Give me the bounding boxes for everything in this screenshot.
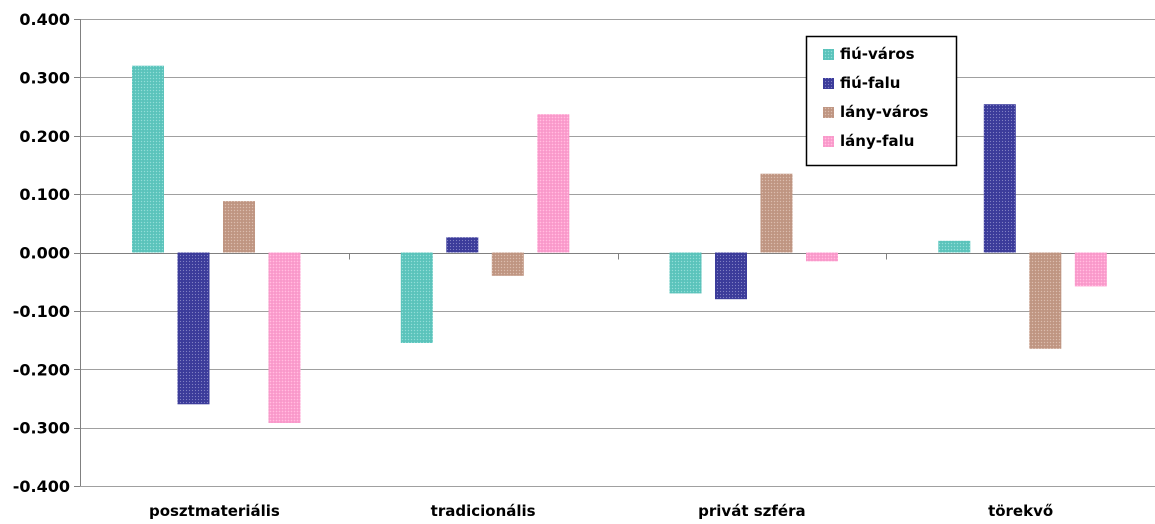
bar-3-1 bbox=[983, 104, 1016, 253]
y-tick-label: 0.100 bbox=[19, 185, 70, 204]
x-category-label: törekvő bbox=[988, 502, 1053, 520]
bar-3-3 bbox=[1074, 252, 1107, 287]
bar-2-3 bbox=[806, 252, 838, 262]
y-tick-label: 0.400 bbox=[19, 10, 70, 29]
legend-label: fiú-város bbox=[840, 45, 915, 63]
bar-0-0 bbox=[132, 65, 164, 253]
bar-2-0 bbox=[669, 252, 702, 294]
bars bbox=[132, 65, 1107, 423]
legend-label: lány-falu bbox=[840, 132, 914, 150]
y-tick-label: -0.100 bbox=[13, 302, 70, 321]
legend-label: fiú-falu bbox=[840, 74, 901, 92]
y-tick-label: 0.000 bbox=[19, 244, 70, 263]
bar-2-2 bbox=[760, 173, 793, 253]
legend-swatch-2 bbox=[823, 107, 834, 118]
y-tick-label: 0.300 bbox=[19, 68, 70, 87]
y-tick-label: -0.200 bbox=[13, 360, 70, 379]
y-tick-labels: 0.400 0.300 0.200 0.100 0.000 -0.100 -0.200 -0.… bbox=[13, 10, 70, 496]
bar-1-0 bbox=[400, 252, 433, 343]
y-tick-label: -0.300 bbox=[13, 419, 70, 438]
bar-0-3 bbox=[268, 252, 301, 423]
y-tick-label: -0.400 bbox=[13, 477, 70, 496]
gridlines bbox=[80, 19, 1155, 487]
axes bbox=[74, 19, 1155, 487]
bar-0-2 bbox=[223, 201, 255, 253]
legend: fiú-város fiú-falu lány-város lány-falu bbox=[805, 35, 958, 167]
legend-swatch-0 bbox=[823, 49, 834, 60]
y-tick-label: 0.200 bbox=[19, 127, 70, 146]
legend-swatch-3 bbox=[823, 136, 834, 147]
x-category-label: posztmateriális bbox=[149, 502, 280, 520]
x-category-labels: posztmateriális tradicionális privát szfér… bbox=[149, 502, 1053, 520]
legend-label: lány-város bbox=[840, 103, 929, 121]
bar-3-2 bbox=[1029, 252, 1062, 349]
bar-0-1 bbox=[177, 252, 210, 405]
legend-swatch-1 bbox=[823, 78, 834, 89]
bar-3-0 bbox=[938, 240, 971, 253]
bar-1-1 bbox=[446, 237, 479, 253]
bar-1-3 bbox=[537, 114, 570, 253]
x-category-label: tradicionális bbox=[431, 502, 536, 520]
x-category-label: privát szféra bbox=[698, 502, 805, 520]
bar-2-1 bbox=[715, 252, 747, 300]
bar-1-2 bbox=[491, 252, 524, 276]
